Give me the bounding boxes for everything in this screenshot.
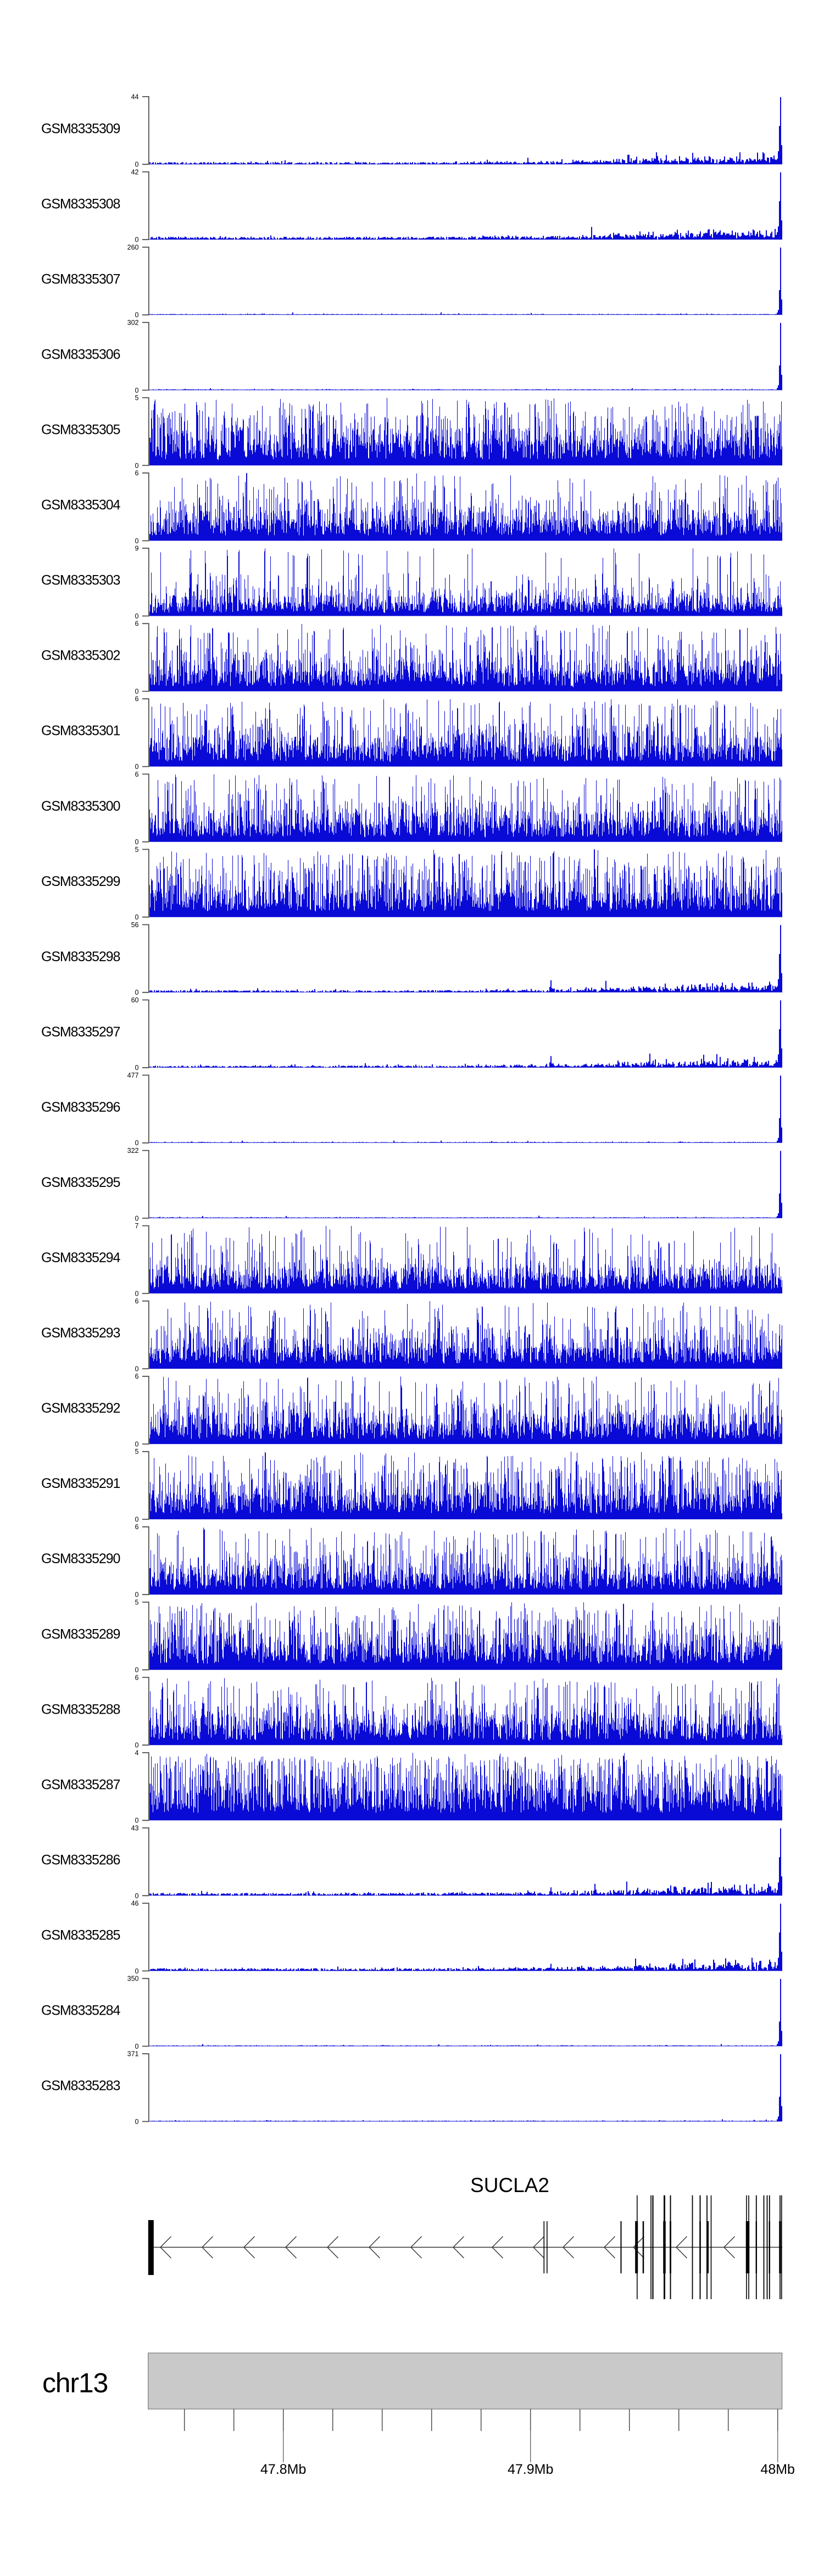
- svg-text:0: 0: [135, 1290, 139, 1297]
- svg-text:GSM8335309: GSM8335309: [41, 121, 120, 136]
- svg-text:0: 0: [135, 1064, 139, 1072]
- svg-text:GSM8335299: GSM8335299: [41, 874, 120, 889]
- svg-text:GSM8335293: GSM8335293: [41, 1325, 120, 1341]
- svg-text:44: 44: [131, 93, 139, 101]
- svg-text:477: 477: [127, 1072, 139, 1079]
- svg-text:GSM8335288: GSM8335288: [41, 1702, 120, 1717]
- svg-text:4: 4: [135, 1749, 139, 1757]
- svg-text:GSM8335292: GSM8335292: [41, 1401, 120, 1416]
- svg-text:322: 322: [127, 1147, 139, 1155]
- svg-text:0: 0: [135, 688, 139, 695]
- svg-text:47.8Mb: 47.8Mb: [260, 2462, 306, 2477]
- svg-text:6: 6: [135, 1523, 139, 1531]
- svg-text:6: 6: [135, 771, 139, 778]
- svg-text:0: 0: [135, 1817, 139, 1825]
- svg-text:GSM8335284: GSM8335284: [41, 2003, 120, 2019]
- svg-text:GSM8335304: GSM8335304: [41, 498, 120, 513]
- svg-text:GSM8335286: GSM8335286: [41, 1852, 120, 1867]
- svg-text:6: 6: [135, 620, 139, 628]
- svg-text:0: 0: [135, 1365, 139, 1373]
- svg-text:GSM8335287: GSM8335287: [41, 1777, 120, 1792]
- svg-text:46: 46: [131, 1900, 139, 1908]
- svg-text:GSM8335301: GSM8335301: [41, 723, 120, 739]
- svg-text:GSM8335305: GSM8335305: [41, 422, 120, 438]
- svg-text:GSM8335295: GSM8335295: [41, 1175, 120, 1190]
- svg-text:43: 43: [131, 1824, 139, 1832]
- svg-text:56: 56: [131, 921, 139, 929]
- svg-text:GSM8335294: GSM8335294: [41, 1250, 120, 1265]
- svg-text:6: 6: [135, 1373, 139, 1380]
- svg-text:0: 0: [135, 1742, 139, 1749]
- svg-text:42: 42: [131, 168, 139, 176]
- svg-text:chr13: chr13: [42, 2368, 108, 2399]
- svg-text:0: 0: [135, 236, 139, 244]
- svg-text:0: 0: [135, 2043, 139, 2050]
- svg-text:GSM8335302: GSM8335302: [41, 648, 120, 663]
- svg-text:GSM8335300: GSM8335300: [41, 799, 120, 814]
- svg-text:260: 260: [127, 243, 139, 251]
- svg-text:GSM8335296: GSM8335296: [41, 1100, 120, 1115]
- svg-text:6: 6: [135, 1297, 139, 1305]
- svg-text:SUCLA2: SUCLA2: [470, 2174, 549, 2196]
- svg-text:60: 60: [131, 996, 139, 1004]
- svg-text:GSM8335298: GSM8335298: [41, 949, 120, 964]
- svg-text:0: 0: [135, 989, 139, 996]
- svg-text:GSM8335283: GSM8335283: [41, 2078, 120, 2094]
- svg-text:GSM8335285: GSM8335285: [41, 1928, 120, 1943]
- svg-text:350: 350: [127, 1975, 139, 1983]
- svg-text:47.9Mb: 47.9Mb: [508, 2462, 553, 2477]
- svg-text:GSM8335307: GSM8335307: [41, 271, 120, 287]
- svg-text:6: 6: [135, 1674, 139, 1681]
- svg-text:302: 302: [127, 319, 139, 327]
- svg-text:GSM8335297: GSM8335297: [41, 1024, 120, 1040]
- svg-text:GSM8335291: GSM8335291: [41, 1476, 120, 1491]
- svg-text:0: 0: [135, 1967, 139, 1975]
- svg-text:0: 0: [135, 1892, 139, 1900]
- svg-text:0: 0: [135, 161, 139, 169]
- svg-text:0: 0: [135, 311, 139, 319]
- svg-text:6: 6: [135, 695, 139, 703]
- svg-text:9: 9: [135, 545, 139, 553]
- svg-text:GSM8335290: GSM8335290: [41, 1551, 120, 1566]
- svg-text:0: 0: [135, 462, 139, 470]
- svg-text:5: 5: [135, 1598, 139, 1606]
- svg-text:0: 0: [135, 2118, 139, 2126]
- svg-text:GSM8335308: GSM8335308: [41, 196, 120, 211]
- svg-text:0: 0: [135, 1441, 139, 1448]
- svg-text:7: 7: [135, 1222, 139, 1230]
- svg-text:GSM8335289: GSM8335289: [41, 1626, 120, 1642]
- svg-text:5: 5: [135, 394, 139, 402]
- svg-text:0: 0: [135, 838, 139, 846]
- svg-text:0: 0: [135, 1516, 139, 1524]
- svg-text:0: 0: [135, 612, 139, 620]
- svg-text:371: 371: [127, 2050, 139, 2058]
- svg-text:GSM8335303: GSM8335303: [41, 573, 120, 588]
- svg-text:5: 5: [135, 846, 139, 854]
- svg-text:0: 0: [135, 537, 139, 545]
- svg-text:0: 0: [135, 913, 139, 921]
- svg-text:0: 0: [135, 1214, 139, 1222]
- svg-text:6: 6: [135, 470, 139, 477]
- svg-text:0: 0: [135, 1666, 139, 1674]
- svg-text:GSM8335306: GSM8335306: [41, 347, 120, 363]
- svg-text:5: 5: [135, 1448, 139, 1456]
- svg-text:0: 0: [135, 1591, 139, 1599]
- svg-text:0: 0: [135, 763, 139, 771]
- svg-text:0: 0: [135, 1139, 139, 1147]
- svg-text:0: 0: [135, 387, 139, 394]
- svg-text:48Mb: 48Mb: [760, 2462, 795, 2477]
